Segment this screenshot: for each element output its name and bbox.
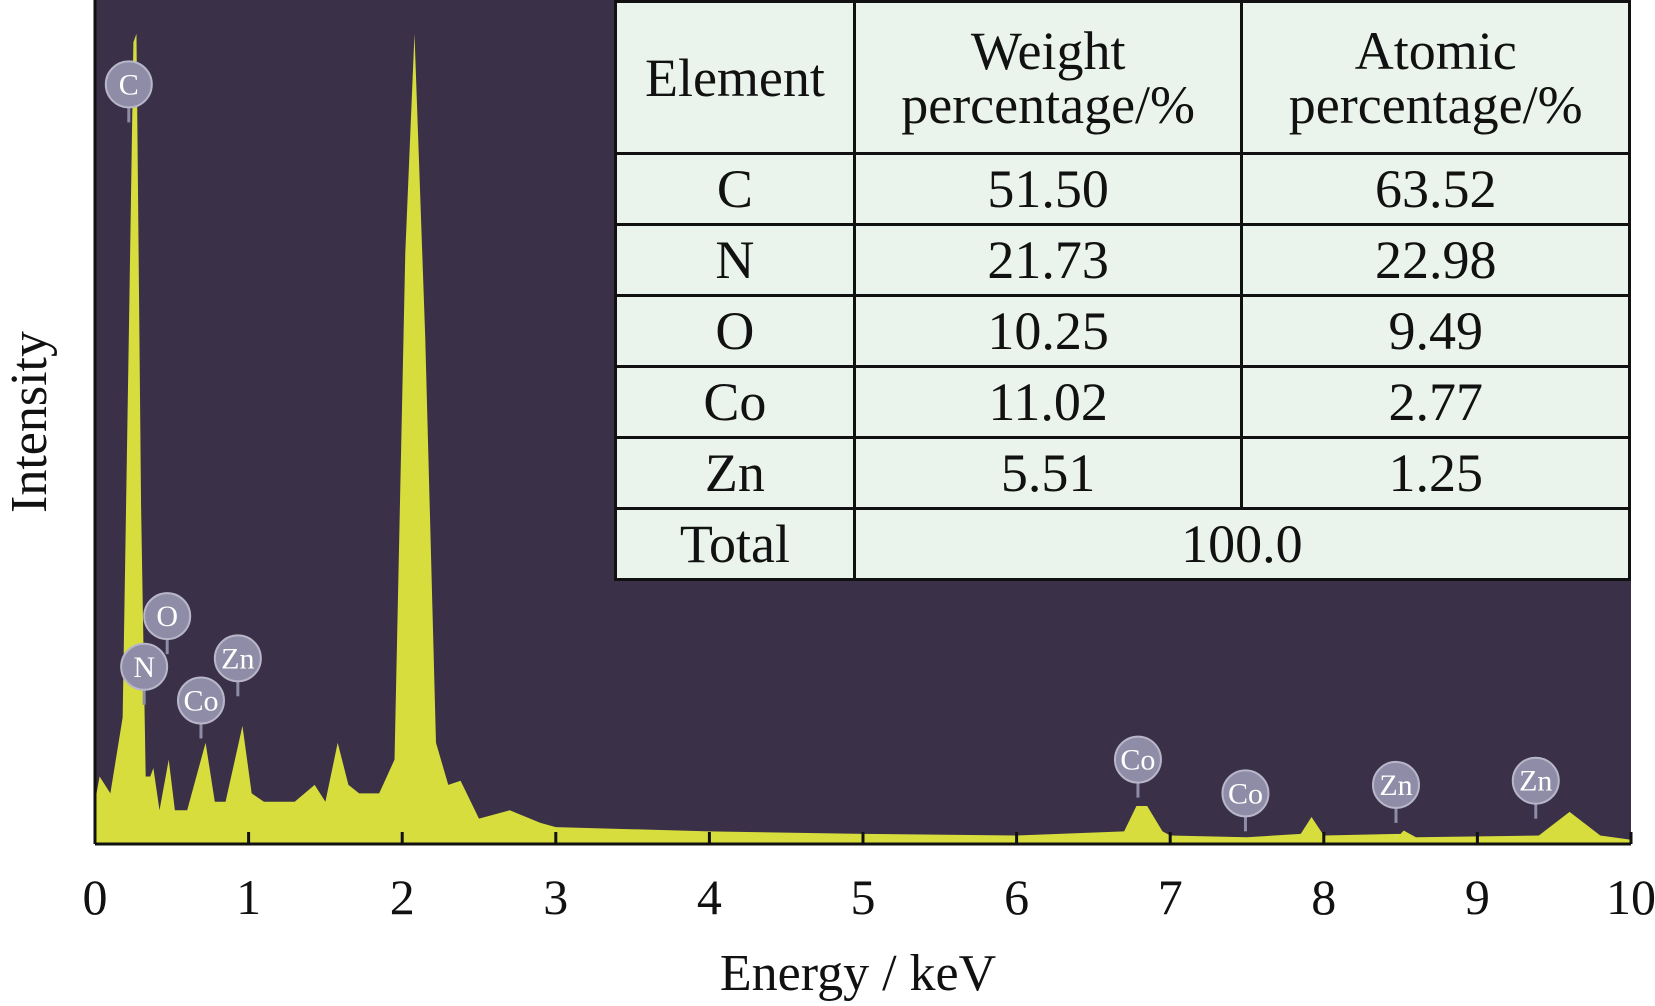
table-row: Co 11.02 2.77 xyxy=(614,365,1631,439)
composition-table: Element Weight percentage/% Atomic percent… xyxy=(614,0,1632,581)
x-tick-label: 8 xyxy=(1311,869,1336,925)
peak-label-bubble xyxy=(176,676,225,725)
cell-atomic: 9.49 xyxy=(1240,294,1631,368)
peak-label-co: Co xyxy=(1221,769,1270,832)
table-total-row: Total 100.0 xyxy=(614,507,1632,581)
x-tick-label: 3 xyxy=(543,869,568,925)
cell-atomic: 1.25 xyxy=(1240,436,1631,510)
peak-label-zn: Zn xyxy=(213,634,262,697)
peak-label-text: Co xyxy=(1228,777,1263,810)
cell-atomic: 63.52 xyxy=(1240,152,1631,226)
header-weight-text: Weight percentage/% xyxy=(901,20,1196,135)
peak-label-bubble xyxy=(120,642,169,691)
cell-weight: 21.73 xyxy=(852,223,1244,297)
peak-label-bubble xyxy=(1113,735,1162,784)
peak-label-o: O xyxy=(143,592,192,655)
cell-element: O xyxy=(614,294,856,368)
cell-weight: 51.50 xyxy=(852,152,1244,226)
x-tick-label: 5 xyxy=(851,869,876,925)
cell-element: Co xyxy=(614,365,856,439)
spectrum-area xyxy=(95,33,1631,844)
peak-label-text: Co xyxy=(183,685,218,718)
peak-label-bubble xyxy=(104,60,153,109)
x-tick-label: 10 xyxy=(1606,869,1655,925)
cell-weight: 11.02 xyxy=(852,365,1244,439)
header-element: Element xyxy=(614,0,856,155)
peak-label-text: Zn xyxy=(1379,769,1412,802)
cell-weight: 5.51 xyxy=(852,436,1244,510)
x-ticks: 0 1 2 3 4 5 6 7 8 9 10 xyxy=(83,832,1655,925)
y-axis-title: Intensity xyxy=(1,331,58,513)
peak-label-text: Zn xyxy=(1519,765,1552,798)
cell-atomic: 2.77 xyxy=(1240,365,1631,439)
peak-label-n: N xyxy=(120,642,169,705)
x-tick-label: 6 xyxy=(1004,869,1029,925)
peak-label-c: C xyxy=(104,60,153,123)
peak-label-bubble xyxy=(1511,756,1560,805)
cell-total-label: Total xyxy=(614,507,856,581)
x-tick-label: 4 xyxy=(697,869,722,925)
x-tick-label: 0 xyxy=(83,869,108,925)
x-axis-title: Energy / keV xyxy=(720,945,996,1002)
peak-label-zn: Zn xyxy=(1511,756,1560,819)
header-atomic-text: Atomic percentage/% xyxy=(1288,20,1583,135)
table-row: O 10.25 9.49 xyxy=(614,294,1631,368)
peak-label-bubble xyxy=(1371,760,1420,809)
x-tick-label: 7 xyxy=(1158,869,1183,925)
table-row: Zn 5.51 1.25 xyxy=(614,436,1631,510)
peak-label-bubble xyxy=(143,592,192,641)
x-tick-label: 9 xyxy=(1465,869,1490,925)
table-header-row: Element Weight percentage/% Atomic percent… xyxy=(614,0,1631,155)
table-row: C 51.50 63.52 xyxy=(614,152,1631,226)
cell-element: N xyxy=(614,223,856,297)
x-tick-label: 2 xyxy=(390,869,415,925)
header-atomic: Atomic percentage/% xyxy=(1240,0,1631,155)
header-weight: Weight percentage/% xyxy=(852,0,1244,155)
peak-label-text: N xyxy=(133,651,155,684)
peak-label-bubble xyxy=(213,634,262,683)
peak-label-zn: Zn xyxy=(1371,760,1420,823)
peak-label-co: Co xyxy=(176,676,225,739)
peak-label-text: Co xyxy=(1120,744,1155,777)
cell-atomic: 22.98 xyxy=(1240,223,1631,297)
peak-label-co: Co xyxy=(1113,735,1162,798)
cell-total-value: 100.0 xyxy=(852,507,1632,581)
table-row: N 21.73 22.98 xyxy=(614,223,1631,297)
cell-element: C xyxy=(614,152,856,226)
peak-label-text: C xyxy=(119,68,139,101)
peak-label-text: Zn xyxy=(221,642,254,675)
peak-label-bubble xyxy=(1221,769,1270,818)
cell-weight: 10.25 xyxy=(852,294,1244,368)
cell-element: Zn xyxy=(614,436,856,510)
peak-label-text: O xyxy=(156,600,178,633)
x-tick-label: 1 xyxy=(236,869,261,925)
